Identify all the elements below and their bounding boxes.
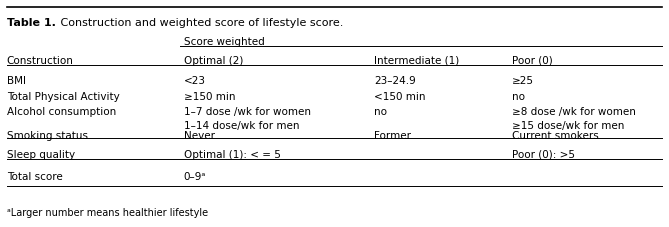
Text: Total score: Total score bbox=[7, 171, 62, 181]
Text: 0–9ᵃ: 0–9ᵃ bbox=[184, 171, 206, 181]
Text: <23: <23 bbox=[184, 76, 205, 86]
Text: Score weighted: Score weighted bbox=[184, 37, 264, 47]
Text: Optimal (1): < = 5: Optimal (1): < = 5 bbox=[184, 149, 280, 159]
Text: Construction: Construction bbox=[7, 56, 74, 66]
Text: no: no bbox=[374, 107, 387, 117]
Text: ≥150 min: ≥150 min bbox=[184, 91, 235, 101]
Text: Table 1.: Table 1. bbox=[7, 18, 56, 28]
Text: Construction and weighted score of lifestyle score.: Construction and weighted score of lifes… bbox=[56, 18, 343, 28]
Text: Poor (0): >5: Poor (0): >5 bbox=[512, 149, 575, 159]
Text: Optimal (2): Optimal (2) bbox=[184, 56, 243, 66]
Text: ≥8 dose /wk for women
≥15 dose/wk for men: ≥8 dose /wk for women ≥15 dose/wk for me… bbox=[512, 107, 636, 131]
Text: Total Physical Activity: Total Physical Activity bbox=[7, 91, 120, 101]
Text: Current smokers: Current smokers bbox=[512, 130, 598, 140]
Text: 1–7 dose /wk for women
1–14 dose/wk for men: 1–7 dose /wk for women 1–14 dose/wk for … bbox=[184, 107, 310, 131]
Text: Former: Former bbox=[374, 130, 411, 140]
Text: no: no bbox=[512, 91, 524, 101]
Text: ᵃLarger number means healthier lifestyle: ᵃLarger number means healthier lifestyle bbox=[7, 207, 208, 217]
Text: BMI: BMI bbox=[7, 76, 25, 86]
Text: Alcohol consumption: Alcohol consumption bbox=[7, 107, 116, 117]
Text: Never: Never bbox=[184, 130, 215, 140]
Text: <150 min: <150 min bbox=[374, 91, 425, 101]
Text: Poor (0): Poor (0) bbox=[512, 56, 553, 66]
Text: Sleep quality: Sleep quality bbox=[7, 149, 75, 159]
Text: 23–24.9: 23–24.9 bbox=[374, 76, 415, 86]
Text: ≥25: ≥25 bbox=[512, 76, 533, 86]
Text: Smoking status: Smoking status bbox=[7, 130, 88, 140]
Text: Intermediate (1): Intermediate (1) bbox=[374, 56, 459, 66]
